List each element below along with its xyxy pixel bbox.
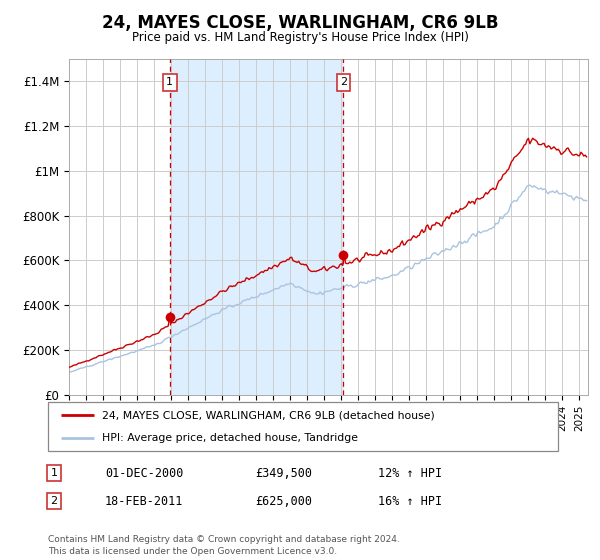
Text: Price paid vs. HM Land Registry's House Price Index (HPI): Price paid vs. HM Land Registry's House … <box>131 31 469 44</box>
Text: 2: 2 <box>340 77 347 87</box>
Text: 16% ↑ HPI: 16% ↑ HPI <box>378 494 442 508</box>
Text: 1: 1 <box>166 77 173 87</box>
Text: £349,500: £349,500 <box>255 466 312 480</box>
Text: 12% ↑ HPI: 12% ↑ HPI <box>378 466 442 480</box>
Text: Contains HM Land Registry data © Crown copyright and database right 2024.
This d: Contains HM Land Registry data © Crown c… <box>48 535 400 556</box>
Text: 01-DEC-2000: 01-DEC-2000 <box>105 466 184 480</box>
Text: HPI: Average price, detached house, Tandridge: HPI: Average price, detached house, Tand… <box>101 433 358 442</box>
Text: 18-FEB-2011: 18-FEB-2011 <box>105 494 184 508</box>
Text: 1: 1 <box>50 468 58 478</box>
FancyBboxPatch shape <box>48 402 558 451</box>
Bar <box>170 59 343 395</box>
Text: 2: 2 <box>50 496 58 506</box>
Text: £625,000: £625,000 <box>255 494 312 508</box>
Text: 24, MAYES CLOSE, WARLINGHAM, CR6 9LB (detached house): 24, MAYES CLOSE, WARLINGHAM, CR6 9LB (de… <box>101 410 434 420</box>
Text: 24, MAYES CLOSE, WARLINGHAM, CR6 9LB: 24, MAYES CLOSE, WARLINGHAM, CR6 9LB <box>102 14 498 32</box>
